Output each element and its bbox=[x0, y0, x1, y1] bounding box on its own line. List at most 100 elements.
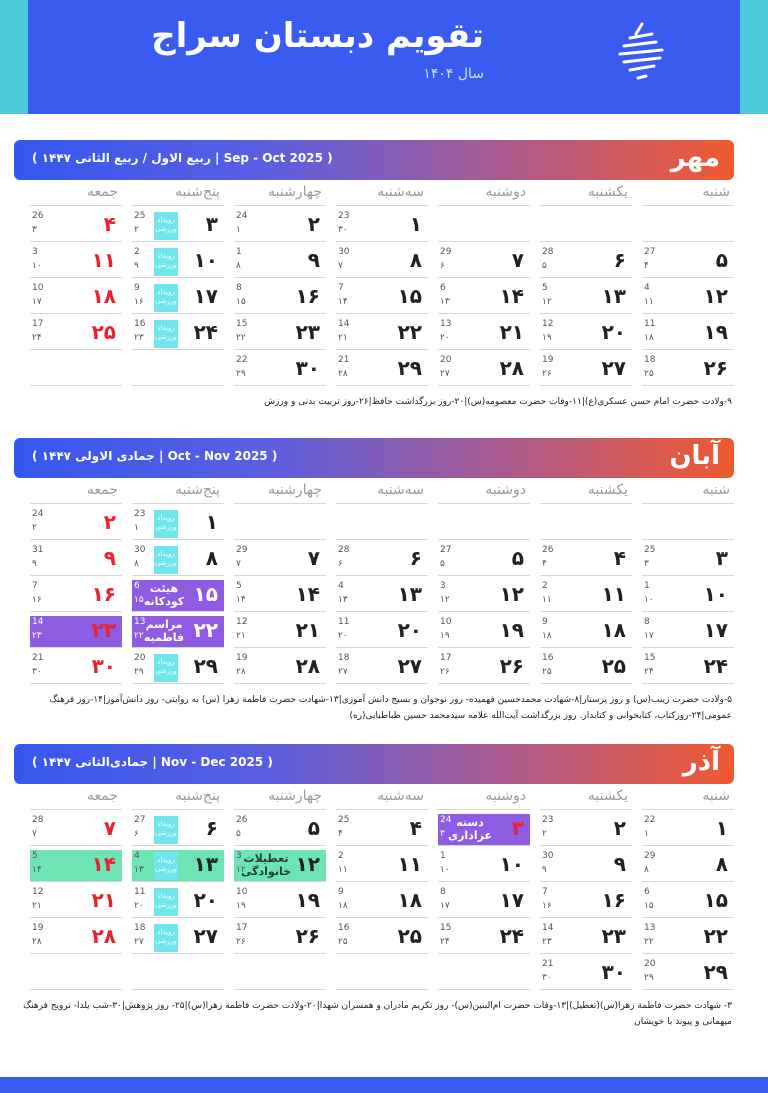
day-cell[interactable]: ۲۶ 17 ۲۶ bbox=[438, 652, 530, 684]
day-cell[interactable]: ۲ 23 ۲ bbox=[540, 814, 632, 846]
day-cell[interactable] bbox=[30, 958, 122, 990]
day-cell[interactable]: ۱ 23 ۳۰ bbox=[336, 210, 428, 242]
day-cell[interactable]: ۱۰ 1 ۱۰ bbox=[438, 850, 530, 882]
day-cell[interactable]: ۲۰ 11 ۲۰ رویداد ورزشی bbox=[132, 886, 224, 918]
day-cell[interactable] bbox=[132, 354, 224, 386]
day-cell[interactable]: ۱۶ 8 ۱۵ bbox=[234, 282, 326, 314]
day-cell[interactable]: ۲۹ 21 ۲۸ bbox=[336, 354, 428, 386]
day-cell[interactable]: ۹ 31 ۹ bbox=[30, 544, 122, 576]
day-cell[interactable]: ۲۸ 20 ۲۷ bbox=[438, 354, 530, 386]
day-cell[interactable]: ۳۰ 21 ۳۰ bbox=[540, 958, 632, 990]
day-cell[interactable]: ۱۷ 8 ۱۷ bbox=[642, 616, 734, 648]
day-cell[interactable]: ۲۳ 15 ۲۲ bbox=[234, 318, 326, 350]
day-cell[interactable]: ۱۳ 5 ۱۲ bbox=[540, 282, 632, 314]
day-cell[interactable] bbox=[540, 508, 632, 540]
day-cell[interactable]: ۶ 28 ۶ bbox=[336, 544, 428, 576]
day-cell[interactable]: ۲۳ 14 ۲۳ bbox=[540, 922, 632, 954]
day-cell[interactable] bbox=[132, 958, 224, 990]
day-cell[interactable]: ۱۷ 9 ۱۶ رویداد ورزشی bbox=[132, 282, 224, 314]
day-cell[interactable] bbox=[438, 508, 530, 540]
day-cell[interactable]: ۵ 26 ۵ bbox=[234, 814, 326, 846]
day-cell[interactable]: ۳ 25 ۲ رویداد ورزشی bbox=[132, 210, 224, 242]
day-cell[interactable] bbox=[30, 354, 122, 386]
day-cell[interactable]: ۱۱ 2 ۱۱ bbox=[540, 580, 632, 612]
day-cell[interactable]: ۸ 30 ۷ bbox=[336, 246, 428, 278]
day-cell[interactable]: ۱۲ 4 ۱۱ bbox=[642, 282, 734, 314]
day-cell[interactable]: ۲ 24 ۱ bbox=[234, 210, 326, 242]
day-cell[interactable]: ۷ 29 ۷ bbox=[234, 544, 326, 576]
day-cell[interactable]: ۱۴ 5 ۱۴ bbox=[234, 580, 326, 612]
day-cell[interactable]: ۱۹ 10 ۱۹ bbox=[438, 616, 530, 648]
day-cell[interactable]: ۲۸ 19 ۲۸ bbox=[234, 652, 326, 684]
day-cell[interactable]: ۲۳ 14 ۲۳ bbox=[30, 616, 122, 648]
day-cell[interactable]: ۹ 30 ۹ bbox=[540, 850, 632, 882]
day-cell[interactable] bbox=[540, 210, 632, 242]
day-cell[interactable]: ۱۵ 7 ۱۴ bbox=[336, 282, 428, 314]
day-cell[interactable]: ۱۵ 6 ۱۵ bbox=[642, 886, 734, 918]
day-cell[interactable]: ۱۳ 4 ۱۳ رویداد ورزشی bbox=[132, 850, 224, 882]
day-cell[interactable]: ۸ 29 ۸ bbox=[642, 850, 734, 882]
day-cell[interactable]: ۱ 22 ۱ bbox=[642, 814, 734, 846]
day-cell[interactable]: ۱۴ 6 ۱۳ bbox=[438, 282, 530, 314]
day-cell[interactable]: ۲ 24 ۲ bbox=[30, 508, 122, 540]
day-cell[interactable]: ۱۴ 5 ۱۴ bbox=[30, 850, 122, 882]
day-cell[interactable]: ۳ 24 ۳ دسته عزاداری bbox=[438, 814, 530, 846]
day-cell[interactable]: ۱۳ 4 ۱۳ bbox=[336, 580, 428, 612]
day-cell[interactable]: ۵ 27 ۵ bbox=[438, 544, 530, 576]
day-cell[interactable]: ۴ 26 ۳ bbox=[30, 210, 122, 242]
day-cell[interactable]: ۱۶ 7 ۱۶ bbox=[540, 886, 632, 918]
day-cell[interactable]: ۴ 25 ۴ bbox=[336, 814, 428, 846]
day-cell[interactable]: ۲۴ 15 ۲۴ bbox=[438, 922, 530, 954]
day-cell[interactable]: ۵ 27 ۴ bbox=[642, 246, 734, 278]
day-cell[interactable]: ۱۵ 6 ۱۵ هیئت کودکانه bbox=[132, 580, 224, 612]
day-cell[interactable]: ۲۹ 20 ۲۹ رویداد ورزشی bbox=[132, 652, 224, 684]
day-cell[interactable]: ۹ 1 ۸ bbox=[234, 246, 326, 278]
day-cell[interactable]: ۱۸ 9 ۱۸ bbox=[540, 616, 632, 648]
day-cell[interactable]: ۲۰ 12 ۱۹ bbox=[540, 318, 632, 350]
day-cell[interactable]: ۱ 23 ۱ رویداد ورزشی bbox=[132, 508, 224, 540]
day-cell[interactable]: ۳ 25 ۳ bbox=[642, 544, 734, 576]
day-cell[interactable]: ۲۷ 19 ۲۶ bbox=[540, 354, 632, 386]
day-cell[interactable]: ۱۰ 1 ۱۰ bbox=[642, 580, 734, 612]
day-cell[interactable]: ۴ 26 ۴ bbox=[540, 544, 632, 576]
day-cell[interactable]: ۱۶ 7 ۱۶ bbox=[30, 580, 122, 612]
day-cell[interactable]: ۲۴ 15 ۲۴ bbox=[642, 652, 734, 684]
day-cell[interactable]: ۲۱ 12 ۲۱ bbox=[234, 616, 326, 648]
day-cell[interactable]: ۱۱ 3 ۱۰ bbox=[30, 246, 122, 278]
day-cell[interactable]: ۲۱ 12 ۲۱ bbox=[30, 886, 122, 918]
day-cell[interactable]: ۲۲ 13 ۲۲ مراسم فاطمیه bbox=[132, 616, 224, 648]
day-cell[interactable]: ۲۶ 18 ۲۵ bbox=[642, 354, 734, 386]
day-cell[interactable]: ۶ 27 ۶ رویداد ورزشی bbox=[132, 814, 224, 846]
day-cell[interactable]: ۳۰ 22 ۲۹ bbox=[234, 354, 326, 386]
day-cell[interactable]: ۱۲ 3 ۱۲ bbox=[438, 580, 530, 612]
day-cell[interactable]: ۱۸ 10 ۱۷ bbox=[30, 282, 122, 314]
day-cell[interactable] bbox=[642, 210, 734, 242]
day-cell[interactable]: ۶ 28 ۵ bbox=[540, 246, 632, 278]
day-cell[interactable] bbox=[234, 958, 326, 990]
day-cell[interactable] bbox=[336, 508, 428, 540]
day-cell[interactable]: ۲۷ 18 ۲۷ bbox=[336, 652, 428, 684]
day-cell[interactable]: ۱۰ 2 ۹ رویداد ورزشی bbox=[132, 246, 224, 278]
day-cell[interactable]: ۲۷ 18 ۲۷ رویداد ورزشی bbox=[132, 922, 224, 954]
day-cell[interactable]: ۲۵ 17 ۲۴ bbox=[30, 318, 122, 350]
day-cell[interactable]: ۲۴ 16 ۲۳ رویداد ورزشی bbox=[132, 318, 224, 350]
day-cell[interactable]: ۳۰ 21 ۳۰ bbox=[30, 652, 122, 684]
day-cell[interactable] bbox=[642, 508, 734, 540]
day-cell[interactable]: ۲۶ 17 ۲۶ bbox=[234, 922, 326, 954]
day-cell[interactable]: ۱۹ 10 ۱۹ bbox=[234, 886, 326, 918]
day-cell[interactable] bbox=[438, 958, 530, 990]
day-cell[interactable]: ۱۲ 3 ۱۲ تعطیلات خانوادگی bbox=[234, 850, 326, 882]
day-cell[interactable]: ۲۵ 16 ۲۵ bbox=[336, 922, 428, 954]
day-cell[interactable]: ۱۹ 11 ۱۸ bbox=[642, 318, 734, 350]
day-cell[interactable]: ۲۵ 16 ۲۵ bbox=[540, 652, 632, 684]
day-cell[interactable]: ۱۱ 2 ۱۱ bbox=[336, 850, 428, 882]
day-cell[interactable]: ۷ 28 ۷ bbox=[30, 814, 122, 846]
day-cell[interactable] bbox=[438, 210, 530, 242]
day-cell[interactable]: ۲۸ 19 ۲۸ bbox=[30, 922, 122, 954]
day-cell[interactable]: ۱۷ 8 ۱۷ bbox=[438, 886, 530, 918]
day-cell[interactable]: ۲۹ 20 ۲۹ bbox=[642, 958, 734, 990]
day-cell[interactable]: ۱۸ 9 ۱۸ bbox=[336, 886, 428, 918]
day-cell[interactable] bbox=[336, 958, 428, 990]
day-cell[interactable]: ۲۲ 13 ۲۲ bbox=[642, 922, 734, 954]
day-cell[interactable]: ۲۰ 11 ۲۰ bbox=[336, 616, 428, 648]
